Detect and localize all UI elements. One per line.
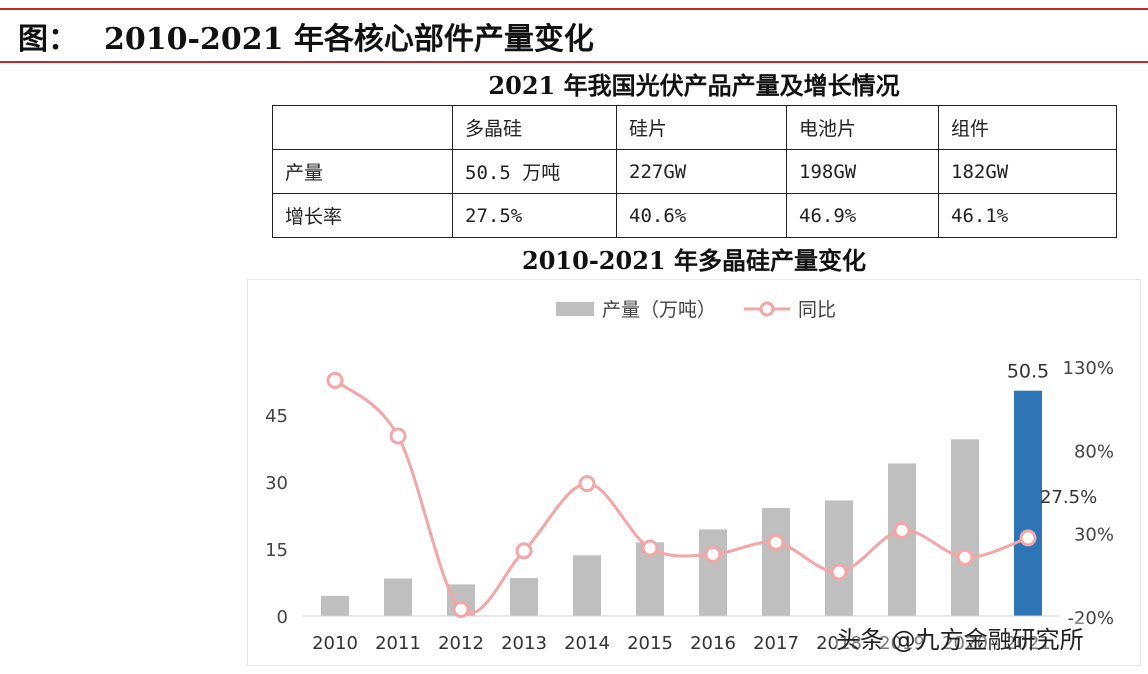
bar (888, 463, 916, 616)
line-marker (326, 371, 344, 389)
line-marker (956, 548, 974, 566)
bar (384, 578, 412, 616)
table-cell: 50.5 万吨 (452, 149, 617, 194)
line-marker (641, 539, 659, 557)
y-left-tick-label: 30 (265, 473, 288, 494)
line-marker (830, 563, 848, 581)
table-cell: 182GW (938, 149, 1117, 194)
y-right-tick-label: -20% (1067, 608, 1114, 629)
x-tick-label: 2010 (312, 633, 358, 654)
table-header-cell (272, 105, 453, 150)
watermark-text: 头条 @九方金融研究所 (836, 620, 1084, 655)
figure-title-prefix: 图： (18, 22, 78, 57)
production-table: 多晶硅 硅片 电池片 组件 产量 50.5 万吨 227GW 198GW 182… (272, 105, 1117, 238)
table-header-cell: 硅片 (616, 105, 787, 150)
x-tick-label: 2017 (753, 633, 799, 654)
x-tick-label: 2013 (501, 633, 547, 654)
table-cell: 40.6% (616, 193, 787, 238)
bar (321, 595, 349, 616)
bar (573, 555, 601, 616)
x-tick-label: 2019 (879, 633, 925, 654)
line-marker (1019, 529, 1037, 547)
table-cell: 227GW (616, 149, 787, 194)
x-tick-label: 2020 (942, 633, 988, 654)
chart-title: 2010-2021 年多晶硅产量变化 (522, 246, 866, 275)
bar-highlight (1014, 390, 1042, 616)
x-tick-label: 2021 (1005, 633, 1051, 654)
line-marker (515, 542, 533, 560)
line-marker (767, 534, 785, 551)
title-underline-rule (0, 61, 1148, 63)
legend-label-line: 同比 (798, 299, 836, 321)
top-rule (0, 8, 1148, 10)
legend-swatch-bar (556, 302, 594, 316)
legend-label-bar: 产量（万吨） (602, 299, 716, 321)
legend-marker (759, 301, 775, 317)
bar (951, 439, 979, 616)
line-marker (704, 545, 722, 563)
table-header-row: 多晶硅 硅片 电池片 组件 (272, 105, 1117, 150)
y-right-tick-label: 130% (1063, 358, 1114, 379)
table-cell: 198GW (786, 149, 939, 194)
line-marker (578, 475, 596, 493)
chart-panel: 产量（万吨） 同比 0 15 30 45 -20% 30% 80% 130% 2010 2011 201… (247, 279, 1141, 666)
line-series-yoy (334, 379, 1029, 615)
x-tick-label: 2014 (564, 633, 610, 654)
table-header-cell: 组件 (938, 105, 1117, 150)
y-left-tick-label: 0 (277, 607, 288, 628)
x-tick-label: 2012 (438, 633, 484, 654)
x-tick-label: 2016 (690, 633, 736, 654)
table-header-cell: 多晶硅 (452, 105, 617, 150)
x-tick-label: 2018 (816, 633, 862, 654)
line-marker (452, 601, 470, 618)
combo-chart: 产量（万吨） 同比 0 15 30 45 -20% 30% 80% 130% 2010 2011 201… (265, 299, 1114, 654)
table-header-cell: 电池片 (786, 105, 939, 150)
table-row-label: 产量 (272, 149, 453, 194)
table-cell: 27.5% (452, 193, 617, 238)
y-right-tick-label: 30% (1074, 525, 1114, 546)
bar (825, 500, 853, 616)
x-tick-label: 2015 (627, 633, 673, 654)
x-tick-label: 2011 (375, 633, 421, 654)
table-title: 2021 年我国光伏产品产量及增长情况 (488, 71, 900, 100)
y-left-tick-label: 15 (265, 540, 288, 561)
line-marker (893, 521, 911, 539)
table-row-label: 增长率 (272, 193, 453, 238)
table-row: 增长率 27.5% 40.6% 46.9% 46.1% (272, 193, 1117, 238)
bar (510, 578, 538, 616)
bar (699, 529, 727, 616)
bar-data-label: 50.5 (1007, 361, 1049, 383)
figure-title: 图： 2010-2021 年各核心部件产量变化 (18, 14, 594, 58)
table-cell: 46.9% (786, 193, 939, 238)
table-row: 产量 50.5 万吨 227GW 198GW 182GW (272, 149, 1117, 194)
line-marker (389, 427, 407, 445)
bar (762, 508, 790, 616)
y-right-tick-label: 80% (1074, 441, 1114, 462)
y-left-tick-label: 45 (265, 406, 288, 427)
figure-title-text: 2010-2021 年各核心部件产量变化 (104, 22, 594, 57)
line-data-label: 27.5% (1040, 487, 1097, 508)
table-cell: 46.1% (938, 193, 1117, 238)
